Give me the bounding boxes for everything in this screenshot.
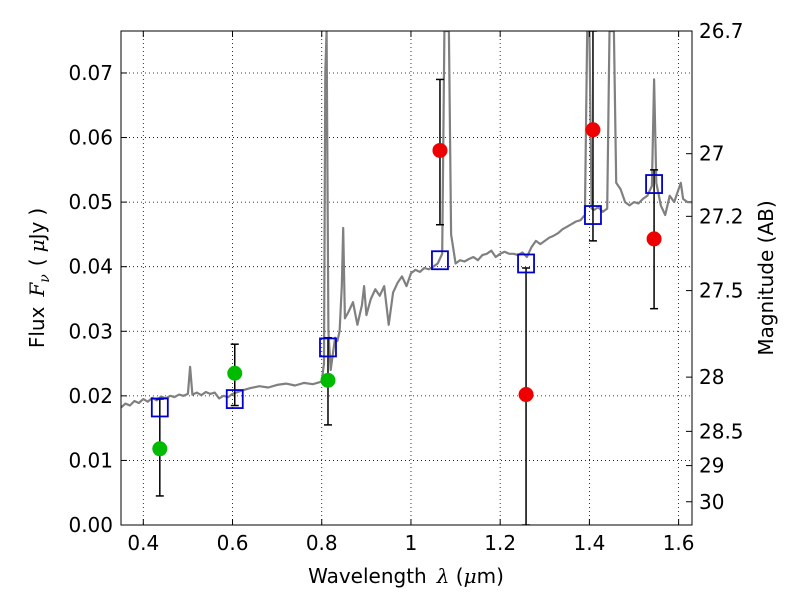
circle-marker: [518, 387, 534, 403]
square-marker: [319, 337, 337, 358]
circle-marker: [646, 231, 662, 247]
square-marker: [584, 205, 602, 225]
x-tick-label: 1: [405, 531, 418, 555]
circle-marker: [585, 122, 601, 138]
x-axis-title: Wavelength λ (μm): [308, 564, 504, 588]
y2-tick-label: 27.5: [699, 279, 744, 303]
square-marker: [645, 174, 663, 194]
y2-tick-label: 28.5: [699, 419, 744, 443]
circle-marker: [320, 372, 336, 388]
y-axis-title: FluxFν(μJy): [25, 208, 53, 348]
square-marker: [431, 250, 449, 271]
plot-frame: [120, 30, 693, 526]
x-tick-label: 1.6: [663, 531, 695, 555]
x-tick-label: 0.8: [306, 531, 338, 555]
circle-marker: [432, 142, 448, 158]
y2-tick-label: 30: [699, 490, 724, 514]
y2-tick-label: 27.2: [699, 204, 744, 228]
y-tick-label: 0.01: [68, 448, 113, 472]
x-tick-label: 1.4: [573, 531, 605, 555]
y-tick-label: 0.04: [68, 255, 113, 279]
y-tick-label: 0.06: [68, 126, 113, 150]
y-tick-label: 0.02: [68, 384, 113, 408]
circle-marker: [227, 365, 243, 381]
y2-tick-label: 26.7: [699, 19, 744, 43]
y-tick-label: 0.00: [68, 513, 113, 537]
spectrum-line: [121, 31, 692, 409]
axis-ticks: 0.4 0.6 0.8 1 1.2 1.4 1.6 0.00 0.01 0.02 0.03 0.04 0…: [68, 19, 743, 555]
square-marker: [150, 397, 169, 418]
x-tick-label: 1.2: [484, 531, 516, 555]
y-tick-label: 0.05: [68, 190, 113, 214]
y2-tick-label: 27: [699, 142, 724, 166]
y-tick-label: 0.07: [68, 61, 113, 85]
square-marker: [517, 253, 535, 274]
square-marker: [225, 389, 244, 409]
x-tick-label: 0.4: [127, 531, 159, 555]
y-tick-label: 0.03: [68, 319, 113, 343]
circle-marker: [152, 441, 168, 457]
plot-area: [121, 31, 692, 525]
y2-tick-label: 28: [699, 365, 724, 389]
y2-axis-title: Magnitude (AB): [754, 200, 778, 355]
x-tick-label: 0.6: [217, 531, 249, 555]
y2-tick-label: 29: [699, 454, 724, 478]
grid: [121, 31, 692, 526]
